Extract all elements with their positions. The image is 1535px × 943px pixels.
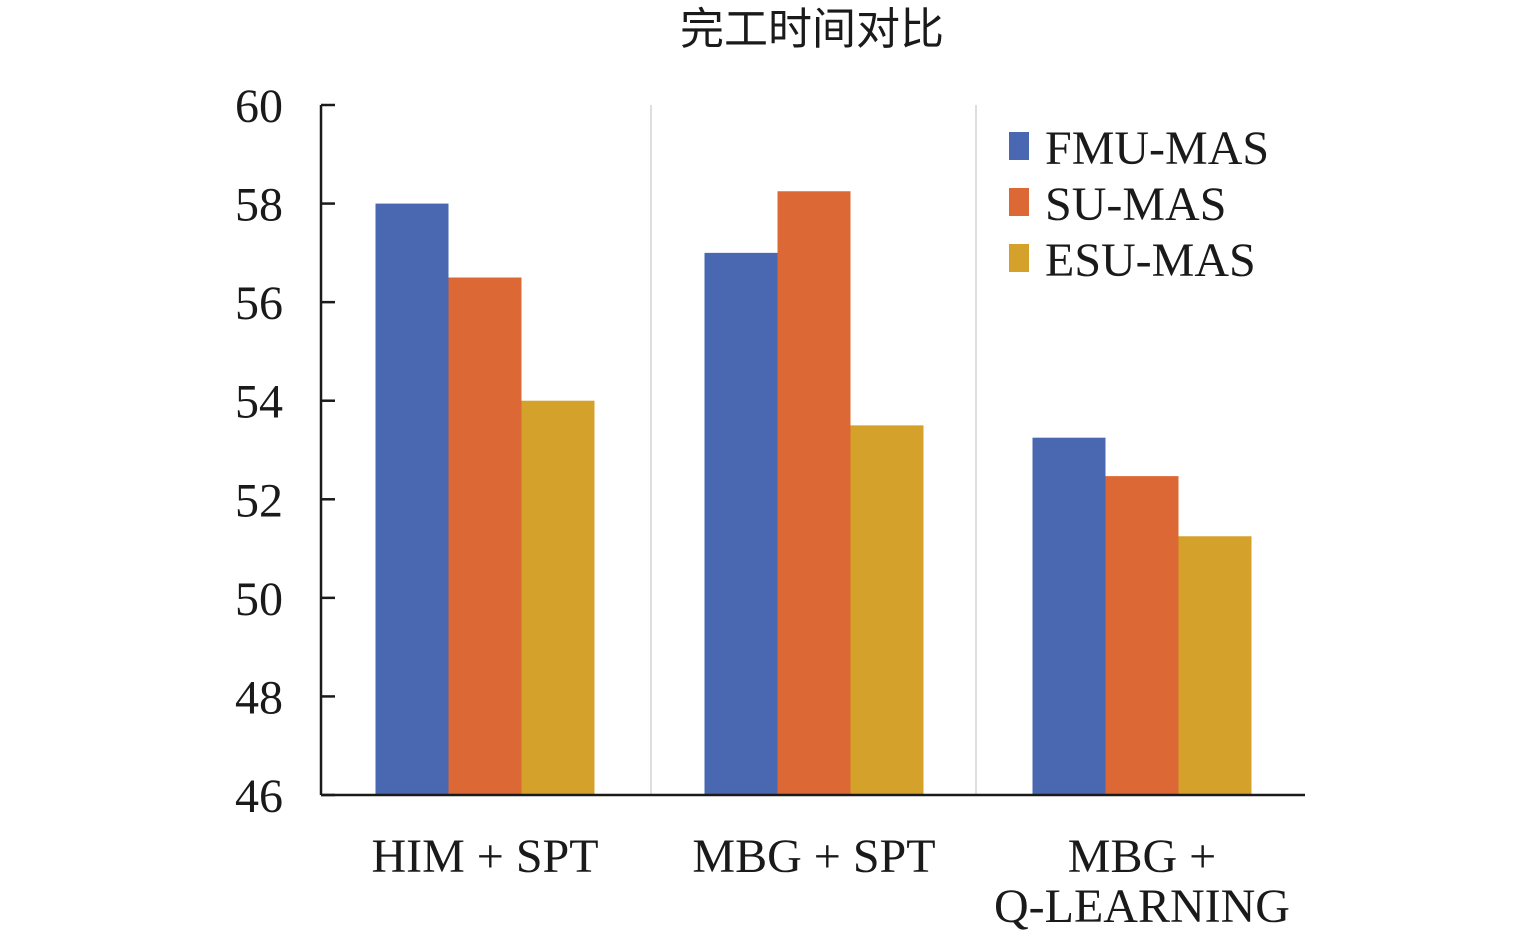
bar-esu-mas xyxy=(1178,536,1252,795)
y-tick-label: 56 xyxy=(235,277,283,330)
x-category-label: Q-LEARNING xyxy=(994,880,1290,933)
y-tick-label: 48 xyxy=(235,671,283,724)
x-axis: HIM + SPT MBG + SPT MBG +Q-LEARNING xyxy=(321,793,1305,933)
legend-label-su-mas: SU-MAS xyxy=(1045,178,1226,231)
legend-swatch-su-mas xyxy=(1009,188,1029,216)
y-tick-label: 50 xyxy=(235,573,283,626)
bars xyxy=(375,191,1252,796)
chart-title: 完工时间对比 xyxy=(680,4,944,55)
y-axis: 46 48 50 52 54 56 58 60 xyxy=(235,80,335,823)
bar-esu-mas xyxy=(521,400,595,795)
bar-su-mas xyxy=(448,277,522,795)
y-tick-label: 46 xyxy=(235,770,283,823)
bar-su-mas xyxy=(777,191,851,795)
y-tick-label: 52 xyxy=(235,474,283,527)
bar-fmu-mas xyxy=(704,252,778,795)
x-category-label: MBG + xyxy=(1068,830,1216,883)
legend-swatch-fmu-mas xyxy=(1009,132,1029,160)
legend-swatch-esu-mas xyxy=(1009,244,1029,272)
x-category-label: HIM + SPT xyxy=(371,830,598,883)
legend-label-esu-mas: ESU-MAS xyxy=(1045,234,1256,287)
x-category-label: MBG + SPT xyxy=(692,830,935,883)
legend-label-fmu-mas: FMU-MAS xyxy=(1045,122,1269,175)
bar-esu-mas xyxy=(850,425,924,795)
y-tick-label: 58 xyxy=(235,179,283,232)
category-separators xyxy=(650,105,977,795)
bar-su-mas xyxy=(1105,476,1179,795)
bar-fmu-mas xyxy=(375,203,449,796)
y-tick-label: 60 xyxy=(235,80,283,133)
bar-fmu-mas xyxy=(1032,437,1106,795)
y-tick-label: 54 xyxy=(235,376,283,429)
